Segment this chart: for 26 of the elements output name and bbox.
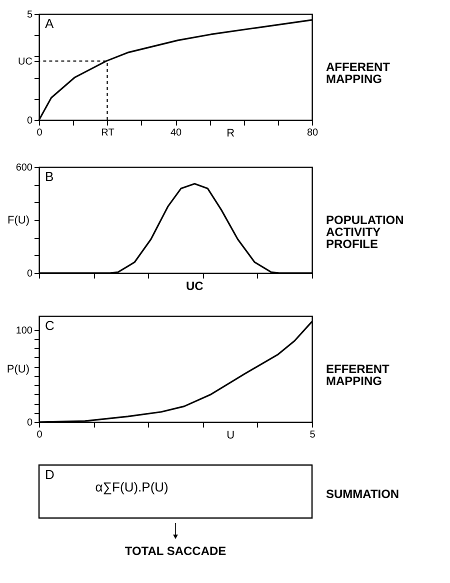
y-tick-label: 0 bbox=[26, 268, 33, 280]
y-tick-label: 0 bbox=[26, 116, 33, 126]
y-axis-title: F(U) bbox=[8, 214, 30, 226]
x-axis-title: R bbox=[226, 128, 235, 140]
text: TOTAL SACCADE bbox=[124, 544, 226, 558]
y-tick-label: 5 bbox=[26, 10, 33, 20]
text: AFFERENT MAPPING bbox=[326, 60, 391, 86]
text: EFFERENT MAPPING bbox=[326, 362, 390, 388]
x-tick-label: 0 bbox=[36, 128, 43, 138]
x-tick-label: 40 bbox=[170, 128, 182, 138]
chart-title: A bbox=[45, 16, 54, 31]
x-tick-label: 80 bbox=[306, 128, 318, 138]
text: SUMMATION bbox=[326, 487, 400, 502]
x-tick-label: RT bbox=[101, 128, 114, 138]
y-tick-label: 600 bbox=[16, 162, 33, 174]
text: UC bbox=[186, 279, 204, 293]
text: D bbox=[45, 467, 54, 482]
x-axis-title: U bbox=[226, 430, 235, 442]
chart-title: C bbox=[45, 318, 54, 333]
y-tick-label: 100 bbox=[16, 325, 33, 336]
y-axis-title: P(U) bbox=[6, 364, 30, 376]
text: α∑F(U).P(U) bbox=[95, 479, 168, 494]
chart-title: B bbox=[45, 169, 54, 184]
y-tick-label: 0 bbox=[26, 418, 33, 428]
y-tick-label: UC bbox=[18, 56, 32, 68]
text: POPULATION ACTIVITY PROFILE bbox=[326, 213, 404, 251]
